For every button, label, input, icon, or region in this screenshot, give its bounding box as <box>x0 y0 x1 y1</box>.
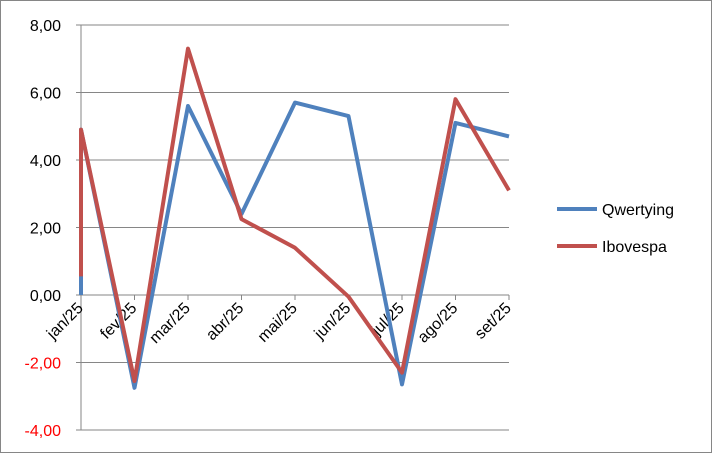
legend: Qwertying Ibovespa <box>557 202 674 256</box>
y-tick-label: 8,00 <box>30 18 61 35</box>
x-tick-label: jun/25 <box>311 300 355 344</box>
y-tick-label: 0,00 <box>30 288 61 305</box>
x-tick-label: mar/25 <box>147 300 194 347</box>
y-tick-label: -2,00 <box>25 356 62 373</box>
legend-label-qwertying: Qwertying <box>602 202 674 219</box>
legend-label-ibovespa: Ibovespa <box>602 239 667 256</box>
y-tick-label: 2,00 <box>30 221 61 238</box>
x-tick-label: abr/25 <box>203 300 247 344</box>
x-axis-ticks: jan/25 fev/25 mar/25 abr/25 mai/25 jun/25 jul/… <box>43 300 515 347</box>
x-tick-label: set/25 <box>472 300 515 343</box>
y-axis-ticks: -4,00 -2,00 0,00 2,00 4,00 6,00 8,00 <box>25 18 62 440</box>
x-tick-label: mai/25 <box>255 300 301 346</box>
series-lines <box>79 46 511 390</box>
y-tick-label: -4,00 <box>25 423 62 440</box>
y-tick-label: 4,00 <box>30 153 61 170</box>
gridlines <box>81 24 509 431</box>
x-tick-label: jan/25 <box>43 300 87 344</box>
series-line-ibovespa <box>79 46 511 384</box>
x-tick-label: ago/25 <box>415 300 462 347</box>
y-tick-label: 6,00 <box>30 86 61 103</box>
